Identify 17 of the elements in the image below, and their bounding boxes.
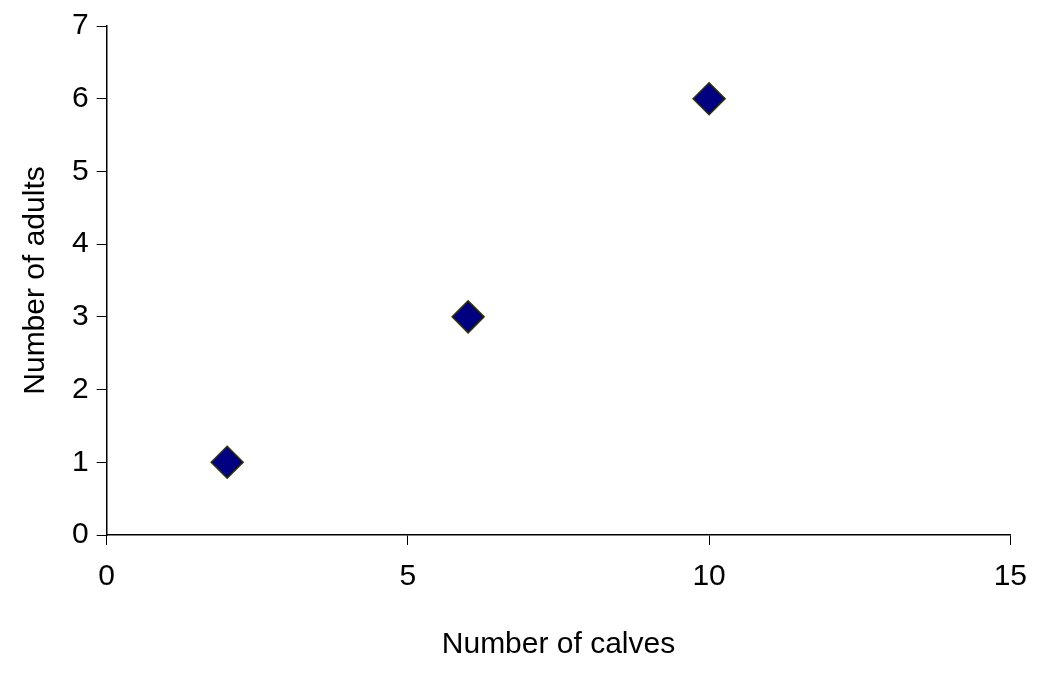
- y-tick-label: 7: [72, 7, 89, 41]
- y-tick-label: 0: [72, 516, 89, 550]
- y-tick-label: 2: [72, 370, 89, 404]
- point: [210, 445, 244, 480]
- point: [451, 300, 485, 334]
- x-tick-label: 5: [399, 558, 417, 592]
- y-tick-label: 4: [72, 225, 89, 259]
- y-axis-title: Number of adults: [17, 166, 51, 395]
- y-tick-label: 1: [72, 443, 89, 477]
- y-tick-label: 6: [72, 79, 89, 113]
- x-tick-label: 10: [692, 558, 726, 592]
- x-tick-label: 0: [98, 558, 116, 592]
- x-axis-title: Number of calves: [441, 626, 676, 660]
- y-tick-label: 3: [72, 298, 89, 332]
- y-tick-label: 5: [72, 152, 89, 186]
- x-tick-label: 15: [993, 558, 1027, 592]
- point: [692, 81, 726, 116]
